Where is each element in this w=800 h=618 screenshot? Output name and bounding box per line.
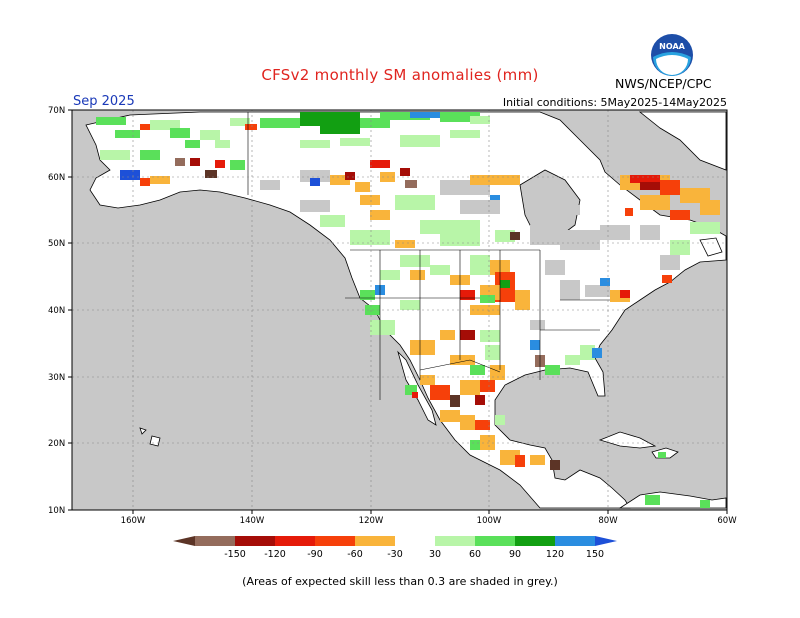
skill-footnote: (Areas of expected skill less than 0.3 a… bbox=[242, 575, 558, 588]
lon-label-100w: 100W bbox=[477, 516, 502, 526]
colorbar-swatch bbox=[195, 536, 235, 546]
lat-label-70n: 70N bbox=[48, 106, 65, 116]
lat-label-20n: 20N bbox=[48, 439, 65, 449]
forecast-month: Sep 2025 bbox=[73, 94, 135, 109]
colorbar-label: 30 bbox=[429, 549, 441, 560]
map-title: CFSv2 monthly SM anomalies (mm) bbox=[261, 66, 539, 84]
lat-label-50n: 50N bbox=[48, 239, 65, 249]
colorbar-arrow-high bbox=[595, 536, 617, 546]
lat-label-60n: 60N bbox=[48, 173, 65, 183]
colorbar-swatch bbox=[355, 536, 395, 546]
axis-ticks bbox=[68, 109, 728, 514]
lon-label-60w: 60W bbox=[717, 516, 737, 526]
lat-label-40n: 40N bbox=[48, 306, 65, 316]
lon-label-160w: 160W bbox=[121, 516, 146, 526]
colorbar-label: 60 bbox=[469, 549, 481, 560]
colorbar-label: 90 bbox=[509, 549, 521, 560]
graticule bbox=[72, 110, 727, 510]
colorbar-label: 120 bbox=[546, 549, 564, 560]
colorbar-label: -150 bbox=[224, 549, 246, 560]
initial-conditions: Initial conditions: 5May2025-14May2025 bbox=[502, 96, 727, 109]
colorbar-label: -30 bbox=[387, 549, 403, 560]
colorbar-label: -90 bbox=[307, 549, 323, 560]
colorbar-label: -120 bbox=[264, 549, 286, 560]
colorbar-swatch bbox=[515, 536, 555, 546]
colorbar-label: -60 bbox=[347, 549, 363, 560]
colorbar-swatch bbox=[315, 536, 355, 546]
lon-label-80w: 80W bbox=[598, 516, 618, 526]
colorbar-swatch bbox=[275, 536, 315, 546]
lat-label-30n: 30N bbox=[48, 373, 65, 383]
colorbar-swatch bbox=[235, 536, 275, 546]
colorbar-label: 150 bbox=[586, 549, 604, 560]
colorbar-arrow-low bbox=[173, 536, 195, 546]
colorbar-swatch bbox=[555, 536, 595, 546]
colorbar: -150 -120 -90 -60 -30 30 60 90 120 150 bbox=[173, 536, 617, 560]
colorbar-swatch bbox=[435, 536, 475, 546]
colorbar-swatch bbox=[395, 536, 435, 546]
lat-label-10n: 10N bbox=[48, 506, 65, 516]
noaa-logo: NOAA bbox=[651, 34, 693, 76]
noaa-logo-text: NOAA bbox=[659, 42, 685, 51]
anomaly-cells bbox=[96, 112, 720, 508]
agency-label: NWS/NCEP/CPC bbox=[615, 76, 712, 91]
lon-label-140w: 140W bbox=[240, 516, 265, 526]
political-boundaries bbox=[247, 112, 610, 400]
lon-label-120w: 120W bbox=[359, 516, 384, 526]
colorbar-swatch bbox=[475, 536, 515, 546]
